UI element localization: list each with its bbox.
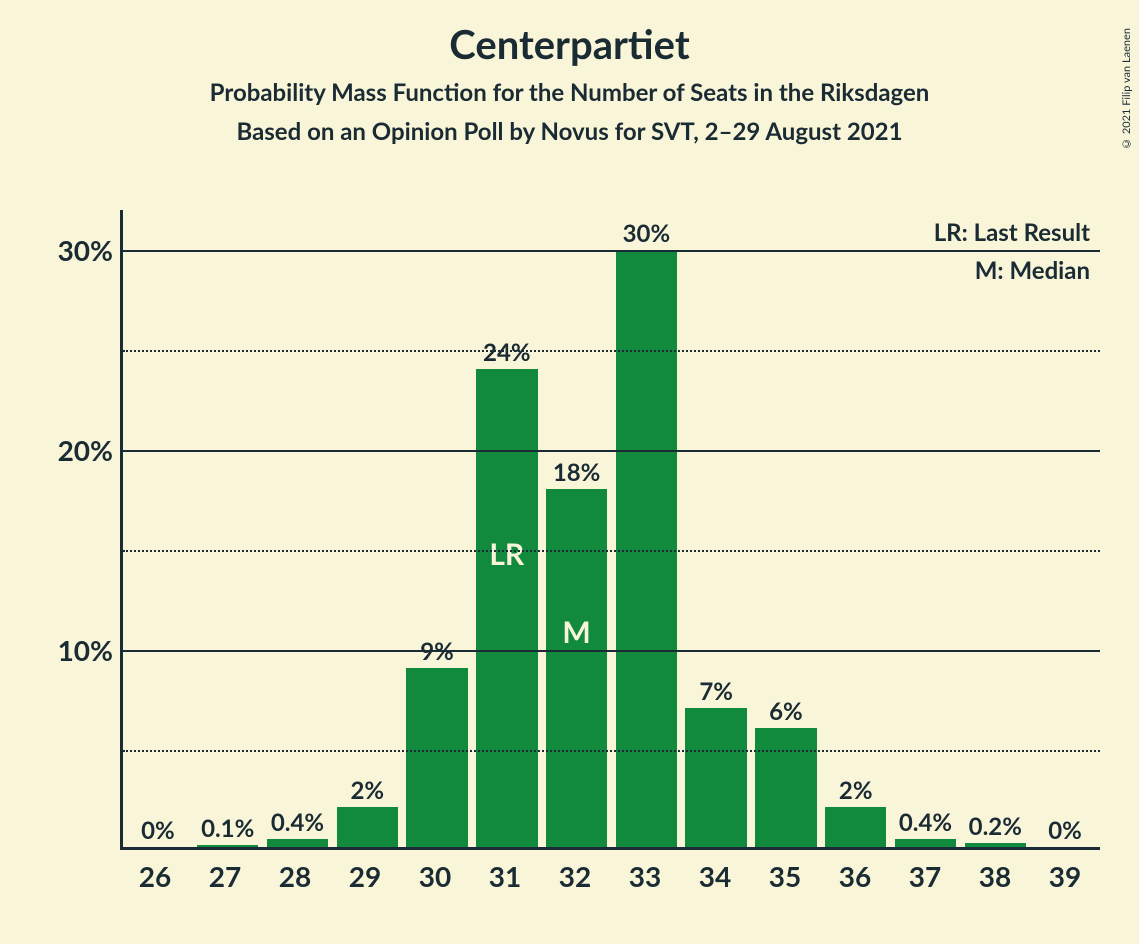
- bar-value-label: 30%: [623, 219, 671, 248]
- bar-value-label: 2%: [839, 776, 873, 805]
- gridline-major: [123, 250, 1100, 252]
- bar: 6%: [755, 728, 816, 847]
- bar-value-label: 0.4%: [899, 808, 952, 837]
- gridline-minor: [123, 750, 1100, 752]
- marker-median: M: [546, 614, 607, 650]
- bar: 2%: [337, 807, 398, 847]
- gridline-major: [123, 450, 1100, 452]
- chart-subtitle-2: Based on an Opinion Poll by Novus for SV…: [0, 117, 1139, 146]
- bar: 0.1%: [197, 845, 258, 847]
- bar: 0.4%: [895, 839, 956, 847]
- bar-value-label: 0%: [1048, 816, 1082, 845]
- marker-last-result: LR: [476, 536, 537, 572]
- bar: 7%: [685, 708, 746, 847]
- x-tick-label: 26: [120, 853, 190, 893]
- bar-value-label: 0%: [141, 816, 175, 845]
- x-tick-label: 28: [260, 853, 330, 893]
- bar: 24%LR: [476, 369, 537, 847]
- chart-subtitle-1: Probability Mass Function for the Number…: [0, 78, 1139, 107]
- x-tick-label: 29: [330, 853, 400, 893]
- bar-value-label: 24%: [483, 338, 531, 367]
- x-tick-label: 32: [540, 853, 610, 893]
- x-tick-label: 30: [400, 853, 470, 893]
- bar: 18%M: [546, 489, 607, 847]
- bar-value-label: 18%: [553, 458, 601, 487]
- x-tick-label: 36: [820, 853, 890, 893]
- bar: 30%: [616, 250, 677, 847]
- gridline-major: [123, 650, 1100, 652]
- bar-value-label: 2%: [350, 776, 384, 805]
- bar: 0.2%: [965, 843, 1026, 847]
- x-axis-ticks: 2627282930313233343536373839: [120, 853, 1100, 893]
- x-tick-label: 31: [470, 853, 540, 893]
- y-tick-label: 20%: [58, 433, 113, 467]
- bar-value-label: 7%: [699, 677, 733, 706]
- bar: 0.4%: [267, 839, 328, 847]
- x-tick-label: 34: [680, 853, 750, 893]
- x-tick-label: 38: [960, 853, 1030, 893]
- x-tick-label: 33: [610, 853, 680, 893]
- bar-value-label: 0.4%: [271, 808, 324, 837]
- x-tick-label: 37: [890, 853, 960, 893]
- copyright-text: © 2021 Filip van Laenen: [1120, 28, 1133, 150]
- y-tick-label: 30%: [58, 233, 113, 267]
- bar-value-label: 0.2%: [969, 812, 1022, 841]
- gridline-minor: [123, 350, 1100, 352]
- y-tick-label: 10%: [58, 633, 113, 667]
- chart-container: LR: Last Result M: Median 0%0.1%0.4%2%9%…: [50, 210, 1110, 920]
- x-tick-label: 35: [750, 853, 820, 893]
- x-tick-label: 39: [1030, 853, 1100, 893]
- bar: 9%: [406, 668, 467, 847]
- chart-title: Centerpartiet: [0, 20, 1139, 68]
- bar: 2%: [825, 807, 886, 847]
- bar-value-label: 6%: [769, 697, 803, 726]
- gridline-minor: [123, 550, 1100, 552]
- plot-area: LR: Last Result M: Median 0%0.1%0.4%2%9%…: [120, 210, 1100, 850]
- bar-value-label: 0.1%: [201, 814, 254, 843]
- x-tick-label: 27: [190, 853, 260, 893]
